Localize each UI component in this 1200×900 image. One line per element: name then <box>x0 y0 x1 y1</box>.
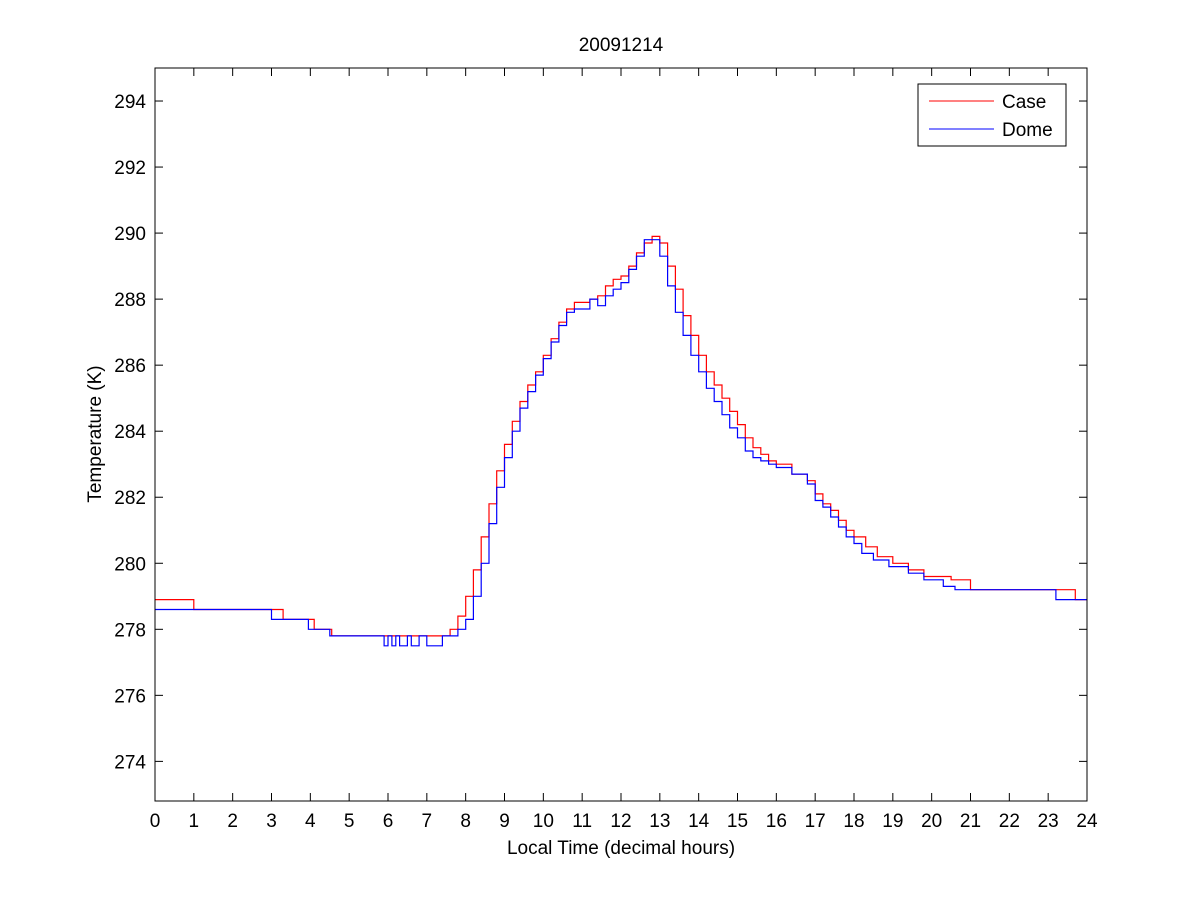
x-tick-label: 22 <box>999 811 1020 832</box>
y-tick-label: 284 <box>114 422 146 443</box>
x-tick-label: 21 <box>960 811 981 832</box>
x-tick-label: 18 <box>843 811 864 832</box>
y-tick-label: 288 <box>114 290 146 311</box>
x-tick-label: 3 <box>266 811 277 832</box>
x-tick-label: 23 <box>1038 811 1059 832</box>
legend-label-dome: Dome <box>1002 120 1053 141</box>
y-tick-label: 292 <box>114 158 146 179</box>
y-tick-label: 280 <box>114 554 146 575</box>
x-tick-label: 16 <box>766 811 787 832</box>
y-axis: 274 276 278 280 282 284 286 288 290 292 294 <box>114 92 1087 773</box>
y-tick-label: 276 <box>114 686 146 707</box>
x-tick-label: 19 <box>882 811 903 832</box>
x-tick-label: 17 <box>805 811 826 832</box>
x-tick-label: 9 <box>499 811 510 832</box>
x-tick-label: 15 <box>727 811 748 832</box>
x-axis-label: Local Time (decimal hours) <box>507 838 735 859</box>
x-tick-label: 5 <box>344 811 355 832</box>
y-axis-label: Temperature (K) <box>85 365 106 502</box>
x-tick-label: 0 <box>150 811 161 832</box>
x-tick-label: 4 <box>305 811 316 832</box>
x-tick-label: 1 <box>189 811 200 832</box>
y-tick-label: 278 <box>114 620 146 641</box>
x-tick-label: 11 <box>572 811 592 832</box>
x-tick-label: 12 <box>610 811 631 832</box>
y-tick-label: 286 <box>114 356 146 377</box>
x-tick-label: 13 <box>649 811 670 832</box>
legend: Case Dome <box>917 83 1067 147</box>
x-tick-label: 14 <box>688 811 710 832</box>
y-tick-label: 274 <box>114 752 146 773</box>
series-line-dome <box>155 239 1087 647</box>
series-layer <box>155 235 1087 647</box>
legend-box <box>917 83 1067 147</box>
x-tick-label: 20 <box>921 811 942 832</box>
y-tick-label: 290 <box>114 224 146 245</box>
y-tick-label: 282 <box>114 488 146 509</box>
x-tick-label: 8 <box>460 811 471 832</box>
x-axis: 0 1 2 3 4 5 6 7 8 9 10 11 12 13 14 15 16 17 18 19 20 21 22 23 24 <box>150 68 1098 832</box>
y-tick-label: 294 <box>114 92 146 113</box>
legend-label-case: Case <box>1002 92 1046 113</box>
x-tick-label: 10 <box>533 811 554 832</box>
x-tick-label: 2 <box>227 811 238 832</box>
x-tick-label: 7 <box>422 811 433 832</box>
plot-area <box>155 68 1087 801</box>
x-tick-label: 6 <box>383 811 394 832</box>
x-tick-label: 24 <box>1076 811 1098 832</box>
chart-title: 20091214 <box>579 35 664 56</box>
